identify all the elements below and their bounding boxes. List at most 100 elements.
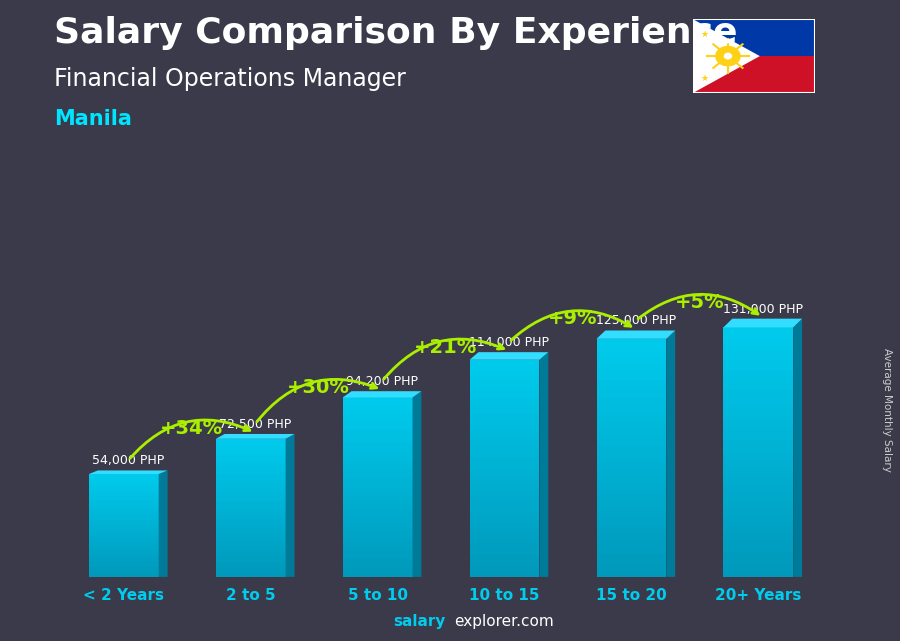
Polygon shape [216, 434, 294, 439]
Bar [724, 328, 793, 333]
Text: Average Monthly Salary: Average Monthly Salary [881, 348, 892, 472]
Bar [724, 346, 793, 353]
Bar [597, 559, 666, 565]
Bar [343, 406, 412, 411]
Bar [597, 506, 666, 512]
Bar [343, 550, 412, 554]
Circle shape [724, 53, 733, 60]
Bar [89, 477, 158, 479]
Bar [89, 572, 158, 574]
Bar [89, 567, 158, 569]
Bar [597, 374, 666, 381]
Bar [597, 446, 666, 452]
Bar [470, 517, 539, 522]
Bar [89, 562, 158, 564]
Bar [724, 440, 793, 446]
Bar [470, 474, 539, 479]
Bar [724, 358, 793, 365]
Bar [597, 428, 666, 434]
Bar [89, 531, 158, 533]
Bar [724, 570, 793, 577]
Bar [343, 460, 412, 465]
Bar [597, 512, 666, 517]
Bar [597, 494, 666, 499]
Bar [216, 532, 285, 535]
Bar [89, 528, 158, 531]
Bar [470, 495, 539, 501]
Bar [470, 376, 539, 381]
Bar [216, 570, 285, 574]
Bar [724, 533, 793, 540]
Bar [470, 490, 539, 495]
Bar [597, 481, 666, 488]
Bar [724, 390, 793, 396]
Bar [343, 492, 412, 496]
Bar [470, 533, 539, 539]
Bar [216, 574, 285, 577]
Text: Salary Comparison By Experience: Salary Comparison By Experience [54, 16, 737, 50]
Bar [89, 497, 158, 500]
Bar [597, 345, 666, 351]
Bar [597, 529, 666, 535]
Bar [216, 549, 285, 553]
Bar [89, 544, 158, 546]
Bar [343, 397, 412, 402]
Bar [470, 430, 539, 436]
Bar [89, 492, 158, 495]
Bar [724, 483, 793, 490]
Bar [597, 452, 666, 458]
Bar [597, 356, 666, 363]
Bar [216, 449, 285, 453]
Bar [724, 427, 793, 433]
Bar [343, 505, 412, 510]
Bar [724, 396, 793, 403]
Bar [343, 568, 412, 572]
Bar [89, 533, 158, 536]
Bar [216, 525, 285, 529]
Bar [343, 537, 412, 541]
Bar [597, 351, 666, 356]
Circle shape [716, 46, 741, 67]
Bar [470, 365, 539, 370]
Polygon shape [597, 331, 675, 339]
Bar [724, 452, 793, 458]
Bar [216, 512, 285, 515]
Bar [343, 541, 412, 545]
Bar [343, 433, 412, 438]
Bar [89, 541, 158, 544]
Bar [89, 515, 158, 518]
Bar [724, 477, 793, 483]
Bar [216, 484, 285, 487]
Text: 125,000 PHP: 125,000 PHP [596, 315, 676, 328]
Text: ★: ★ [700, 74, 708, 83]
Bar [724, 408, 793, 415]
Bar [470, 425, 539, 430]
Bar [470, 419, 539, 425]
Bar [343, 563, 412, 568]
Bar [597, 571, 666, 577]
Bar [343, 523, 412, 528]
Bar [216, 508, 285, 512]
Bar [216, 567, 285, 570]
Bar [89, 536, 158, 538]
Bar [597, 434, 666, 440]
Bar [724, 490, 793, 495]
Bar [216, 535, 285, 539]
Bar [724, 520, 793, 527]
Bar [724, 540, 793, 545]
Bar [724, 383, 793, 390]
Bar [724, 465, 793, 471]
Bar [693, 56, 814, 93]
Bar [597, 422, 666, 428]
Bar [216, 560, 285, 563]
Bar [216, 445, 285, 449]
Bar [343, 411, 412, 415]
Bar [597, 464, 666, 470]
Bar [89, 523, 158, 526]
Bar [216, 490, 285, 494]
Text: 72,500 PHP: 72,500 PHP [219, 418, 292, 431]
Bar [724, 515, 793, 520]
Bar [724, 508, 793, 515]
Polygon shape [666, 331, 675, 577]
Bar [89, 538, 158, 541]
